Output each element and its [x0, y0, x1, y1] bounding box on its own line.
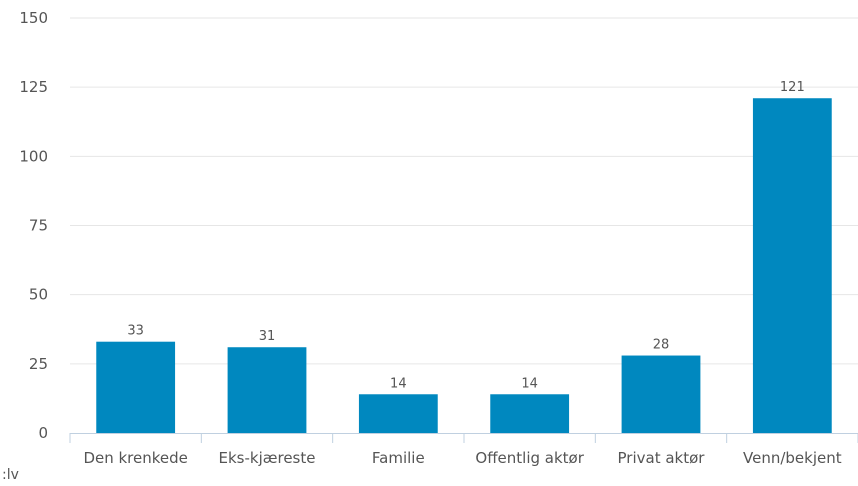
y-tick-label: 150	[19, 9, 48, 27]
data-label: 121	[780, 80, 805, 95]
bar	[358, 394, 438, 433]
data-label: 28	[653, 338, 670, 353]
x-category-label: Eks-kjæreste	[219, 449, 316, 467]
footnote: :lv	[2, 467, 19, 483]
y-tick-label: 100	[19, 147, 48, 165]
bar	[621, 355, 701, 433]
data-label: 33	[127, 324, 144, 339]
x-category-label: Den krenkede	[83, 449, 187, 467]
y-tick-label: 75	[29, 217, 48, 235]
x-category-label: Familie	[372, 449, 425, 467]
y-tick-label: 125	[19, 78, 48, 96]
grid-lines	[70, 17, 858, 365]
x-category-label: Offentlig aktør	[475, 449, 584, 467]
y-tick-label: 50	[29, 286, 48, 304]
bar	[490, 394, 570, 433]
y-tick-label: 0	[38, 424, 48, 442]
x-axis: Den krenkede Eks-kjæreste Familie Offentlig…	[69, 433, 858, 467]
x-category-label: Privat aktør	[618, 449, 706, 467]
x-category-label: Venn/bekjent	[743, 449, 842, 467]
data-labels: 33 31 14 14 28 121	[127, 80, 804, 391]
data-label: 14	[521, 376, 538, 391]
bars	[96, 98, 832, 433]
y-tick-label: 25	[29, 355, 48, 373]
y-axis-ticks: 0 25 50 75 100 125 150	[19, 9, 48, 442]
data-label: 31	[259, 329, 276, 344]
bar	[96, 341, 176, 433]
bar	[752, 98, 832, 433]
bar	[227, 347, 307, 433]
data-label: 14	[390, 376, 407, 391]
